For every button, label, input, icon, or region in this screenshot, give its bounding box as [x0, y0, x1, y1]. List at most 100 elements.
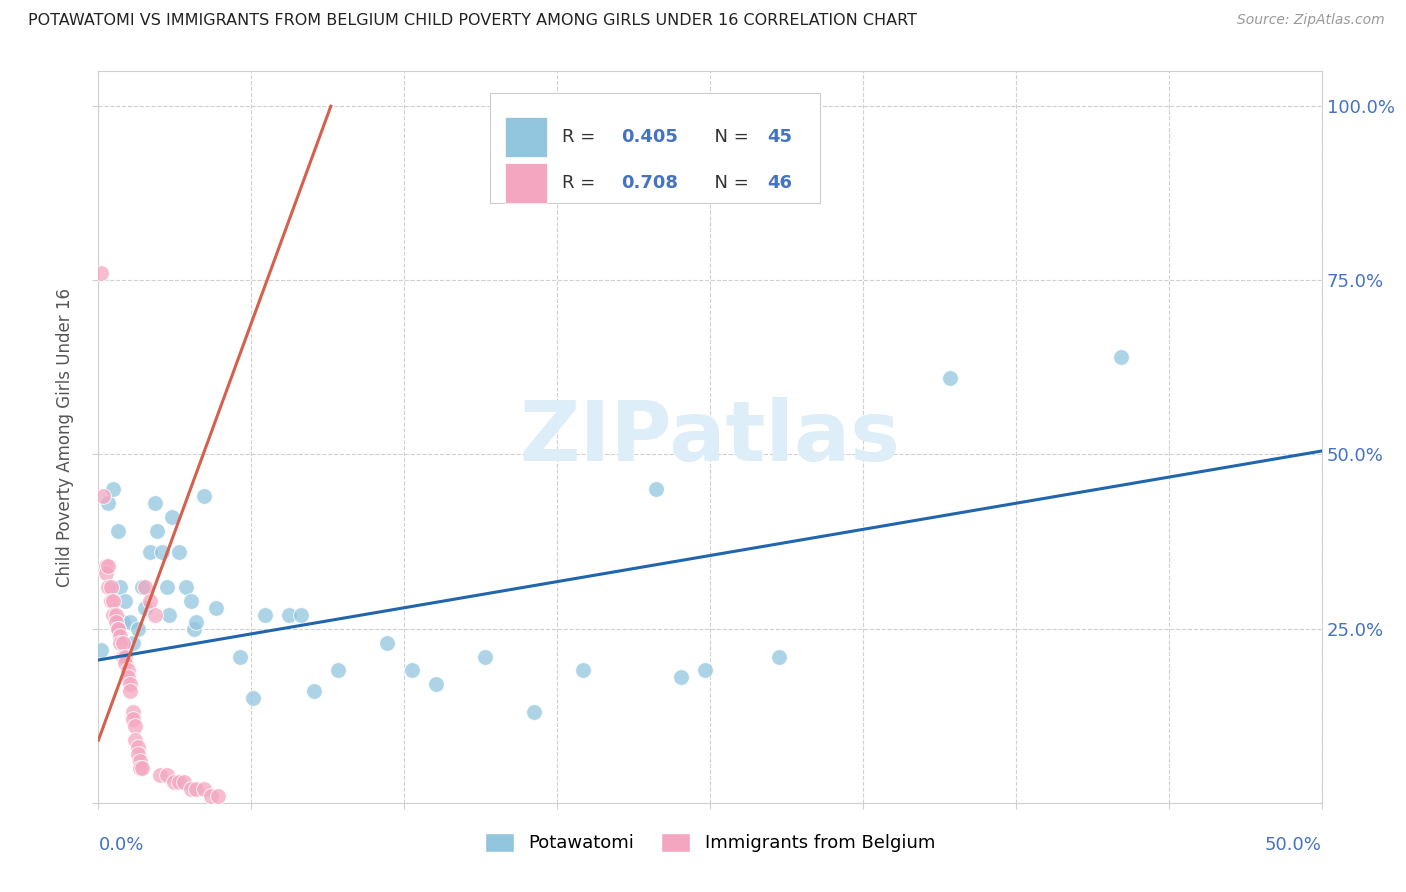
Point: [131, 761, 153, 775]
Point: [120, 684, 142, 698]
Point: [173, 775, 195, 789]
Point: [100, 594, 122, 608]
Point: [939, 371, 962, 385]
Point: [121, 712, 143, 726]
Point: [111, 649, 134, 664]
Point: [121, 705, 143, 719]
Point: [90, 266, 112, 280]
Point: [278, 607, 301, 622]
Point: [129, 761, 152, 775]
Point: [200, 789, 222, 803]
Point: [111, 635, 134, 649]
Point: [572, 664, 595, 678]
Point: [127, 747, 149, 761]
Point: [120, 677, 142, 691]
Point: [120, 615, 142, 629]
Y-axis label: Child Poverty Among Girls Under 16: Child Poverty Among Girls Under 16: [56, 287, 75, 587]
Point: [97, 580, 120, 594]
Point: [127, 622, 149, 636]
Point: [110, 580, 132, 594]
Point: [129, 754, 152, 768]
Point: [523, 705, 546, 719]
Point: [114, 649, 136, 664]
Point: [695, 664, 717, 678]
Point: [139, 545, 162, 559]
Point: [97, 558, 120, 573]
Text: R =: R =: [562, 174, 600, 193]
Point: [290, 607, 312, 622]
Point: [180, 594, 202, 608]
Point: [401, 664, 423, 678]
Point: [207, 789, 229, 803]
Point: [114, 657, 136, 671]
Point: [193, 489, 215, 503]
Point: [150, 545, 173, 559]
Text: 50.0%: 50.0%: [1265, 836, 1322, 854]
Point: [104, 615, 127, 629]
Point: [149, 768, 172, 782]
Point: [193, 781, 215, 796]
Point: [157, 607, 180, 622]
Point: [163, 775, 186, 789]
Point: [143, 496, 166, 510]
Point: [669, 670, 692, 684]
Point: [104, 607, 127, 622]
Point: [107, 622, 129, 636]
Point: [229, 649, 252, 664]
Point: [124, 733, 146, 747]
Text: N =: N =: [703, 174, 754, 193]
Point: [101, 594, 124, 608]
Point: [328, 664, 350, 678]
Point: [474, 649, 496, 664]
Point: [101, 607, 124, 622]
Text: POTAWATOMI VS IMMIGRANTS FROM BELGIUM CHILD POVERTY AMONG GIRLS UNDER 16 CORRELA: POTAWATOMI VS IMMIGRANTS FROM BELGIUM CH…: [28, 13, 917, 29]
Point: [127, 740, 149, 755]
Text: 45: 45: [768, 128, 793, 146]
Point: [183, 622, 205, 636]
Bar: [505, 163, 547, 203]
Point: [94, 566, 117, 580]
Point: [242, 691, 264, 706]
Point: [134, 580, 156, 594]
Point: [146, 524, 169, 538]
Point: [156, 580, 179, 594]
Point: [302, 684, 325, 698]
Text: 0.405: 0.405: [620, 128, 678, 146]
Point: [143, 607, 166, 622]
Point: [111, 615, 134, 629]
Point: [167, 775, 190, 789]
Point: [160, 510, 183, 524]
Point: [1109, 350, 1132, 364]
Legend: Potawatomi, Immigrants from Belgium: Potawatomi, Immigrants from Belgium: [478, 826, 942, 860]
Point: [117, 664, 139, 678]
Point: [375, 635, 398, 649]
Point: [186, 615, 208, 629]
Text: 0.0%: 0.0%: [98, 836, 143, 854]
Point: [253, 607, 276, 622]
Text: N =: N =: [703, 128, 754, 146]
Point: [121, 635, 143, 649]
Point: [124, 719, 146, 733]
Point: [107, 524, 129, 538]
Point: [107, 622, 129, 636]
Point: [134, 600, 156, 615]
Point: [180, 781, 202, 796]
Point: [205, 600, 228, 615]
Text: 0.708: 0.708: [620, 174, 678, 193]
Point: [100, 580, 122, 594]
Text: R =: R =: [562, 128, 600, 146]
Point: [645, 483, 668, 497]
Bar: [505, 117, 547, 157]
Point: [97, 496, 120, 510]
Point: [425, 677, 447, 691]
Point: [768, 649, 790, 664]
Point: [114, 594, 136, 608]
Point: [94, 558, 117, 573]
Text: Source: ZipAtlas.com: Source: ZipAtlas.com: [1237, 13, 1385, 28]
Point: [167, 545, 190, 559]
Point: [91, 489, 114, 503]
Point: [156, 768, 179, 782]
Point: [186, 781, 208, 796]
Bar: [489, 94, 820, 203]
Point: [139, 594, 162, 608]
